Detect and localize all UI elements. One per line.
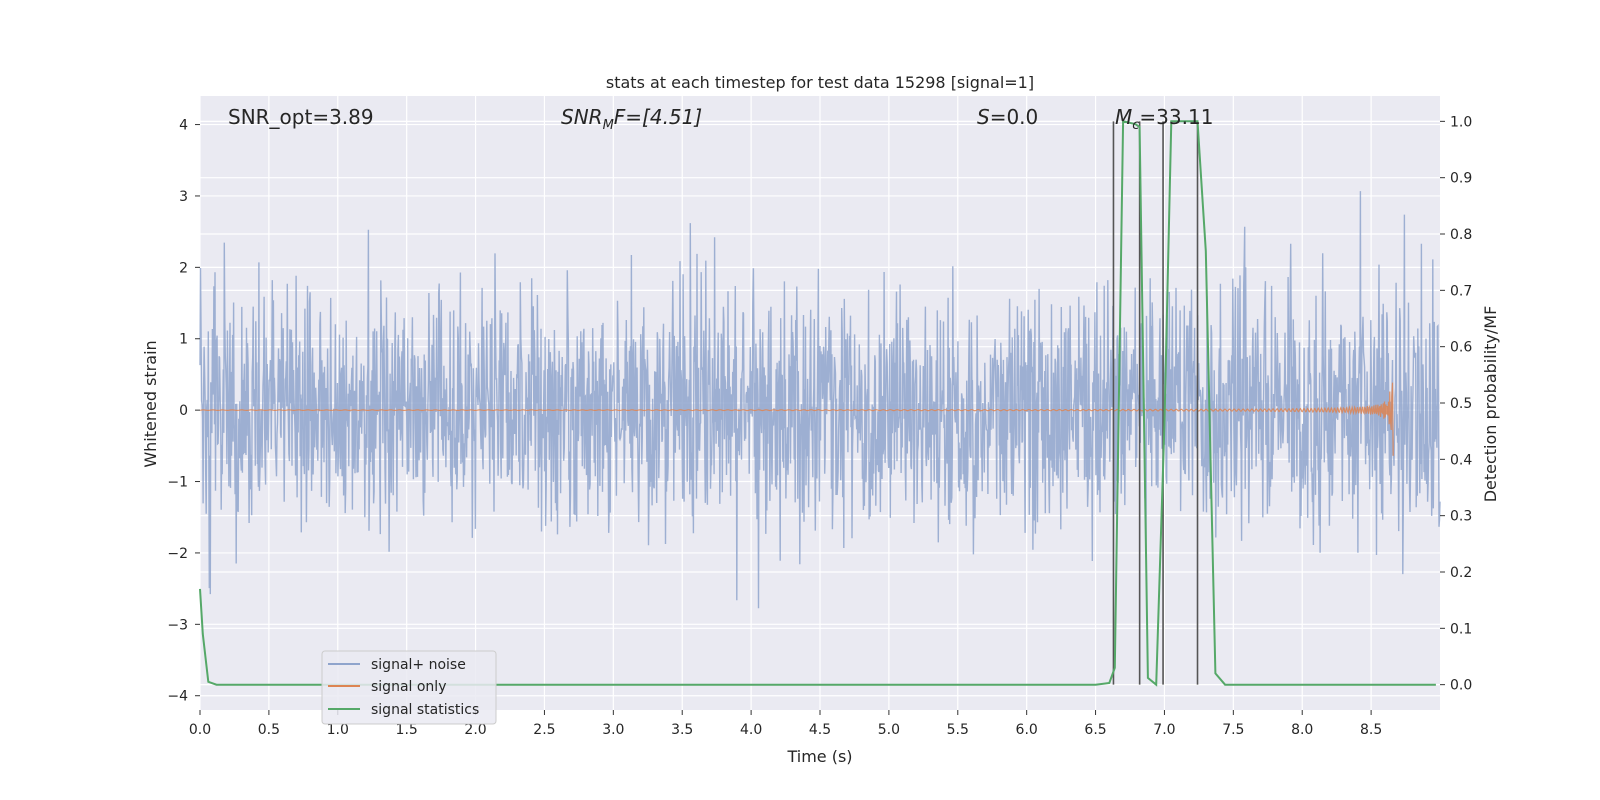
x-tick-label: 3.0 bbox=[602, 722, 624, 738]
legend-label-signal-only: signal only bbox=[371, 679, 446, 695]
x-axis-label: Time (s) bbox=[786, 747, 852, 766]
y-left-tick-label: −1 bbox=[167, 475, 188, 491]
x-tick-label: 8.0 bbox=[1291, 722, 1313, 738]
x-tick-label: 6.5 bbox=[1084, 722, 1106, 738]
y-right-tick-label: 0.5 bbox=[1450, 396, 1472, 412]
snr-mf-part-b: M bbox=[603, 118, 614, 133]
x-tick-label: 8.5 bbox=[1360, 722, 1382, 738]
y-right-tick-label: 0.2 bbox=[1450, 565, 1472, 581]
y-right-tick-label: 1.0 bbox=[1450, 114, 1472, 130]
y-left-tick-label: 3 bbox=[179, 189, 188, 205]
s-part-a: S bbox=[977, 105, 990, 129]
x-tick-label: 7.5 bbox=[1222, 722, 1244, 738]
signal-statistics-line bbox=[199, 120, 1436, 687]
x-tick-label: 1.0 bbox=[327, 722, 349, 738]
legend-label-signal-statistics: signal statistics bbox=[371, 702, 479, 718]
y-right-tick-label: 0.3 bbox=[1450, 509, 1472, 525]
x-tick-label: 4.0 bbox=[740, 722, 762, 738]
y-left-tick-label: 4 bbox=[179, 118, 188, 134]
legend-label-signal-noise: signal+ noise bbox=[371, 657, 466, 673]
mc-part-c: =33.11 bbox=[1139, 105, 1213, 129]
x-tick-label: 0.5 bbox=[258, 722, 280, 738]
x-tick-label: 3.5 bbox=[671, 722, 693, 738]
y-left-tick-label: 1 bbox=[179, 332, 188, 348]
x-tick-label: 1.5 bbox=[396, 722, 418, 738]
y-right-tick-label: 0.4 bbox=[1450, 452, 1472, 468]
signal-only-line bbox=[199, 382, 1394, 456]
y-right-axis-ticks: 1.0 0.9 0.8 0.7 0.6 0.5 0.4 0.3 0.2 0.1 0.0 bbox=[1440, 114, 1472, 694]
signal-only-series bbox=[199, 382, 1394, 456]
y-left-tick-label: 0 bbox=[179, 403, 188, 419]
y-left-tick-label: 2 bbox=[179, 260, 188, 276]
annotation-snr-mf: SNRMF=[4.51] bbox=[561, 105, 702, 133]
s-part-b: =0.0 bbox=[990, 105, 1039, 129]
mc-part-b: c bbox=[1132, 118, 1139, 133]
x-tick-label: 6.0 bbox=[1016, 722, 1038, 738]
y-right-tick-label: 0.0 bbox=[1450, 678, 1472, 694]
annotation-snr-opt: SNR_opt=3.89 bbox=[228, 105, 374, 129]
mc-part-a: M bbox=[1115, 105, 1132, 129]
annotation-s-value: S=0.0 bbox=[977, 105, 1038, 129]
y-left-axis-ticks: 4 3 2 1 0 −1 −2 −3 −4 bbox=[167, 118, 200, 705]
legend-box bbox=[321, 650, 497, 725]
signal-noise-line bbox=[199, 191, 1441, 609]
y-left-tick-label: −2 bbox=[167, 546, 188, 562]
x-tick-label: 2.5 bbox=[533, 722, 555, 738]
y-left-axis-label: Whitened strain bbox=[141, 340, 160, 467]
y-right-tick-label: 0.6 bbox=[1450, 340, 1472, 356]
y-left-tick-label: −4 bbox=[167, 689, 188, 705]
y-right-tick-label: 0.9 bbox=[1450, 171, 1472, 187]
signal-statistics-series bbox=[199, 120, 1436, 687]
y-left-tick-label: −3 bbox=[167, 617, 188, 633]
legend: signal+ noise signal only signal statist… bbox=[321, 650, 497, 725]
x-tick-label: 2.0 bbox=[464, 722, 486, 738]
chart-title: stats at each timestep for test data 152… bbox=[606, 73, 1034, 92]
x-tick-label: 0.0 bbox=[189, 722, 211, 738]
y-right-tick-label: 0.1 bbox=[1450, 621, 1472, 637]
y-right-tick-label: 0.7 bbox=[1450, 283, 1472, 299]
vertical-markers bbox=[1112, 121, 1199, 685]
x-axis-ticks: 0.0 0.5 1.0 1.5 2.0 2.5 3.0 3.5 4.0 4.5 5.0 5.5 6.0 6… bbox=[189, 710, 1382, 738]
x-tick-label: 5.0 bbox=[878, 722, 900, 738]
annotation-chirp-mass: Mc=33.11 bbox=[1115, 105, 1213, 133]
y-right-axis-label: Detection probability/MF bbox=[1481, 306, 1500, 503]
snr-mf-part-a: SNR bbox=[561, 105, 603, 129]
x-tick-label: 7.0 bbox=[1153, 722, 1175, 738]
y-right-tick-label: 0.8 bbox=[1450, 227, 1472, 243]
signal-noise-series bbox=[199, 191, 1441, 609]
x-tick-label: 4.5 bbox=[809, 722, 831, 738]
x-tick-label: 5.5 bbox=[947, 722, 969, 738]
snr-mf-part-c: F=[4.51] bbox=[614, 105, 702, 129]
